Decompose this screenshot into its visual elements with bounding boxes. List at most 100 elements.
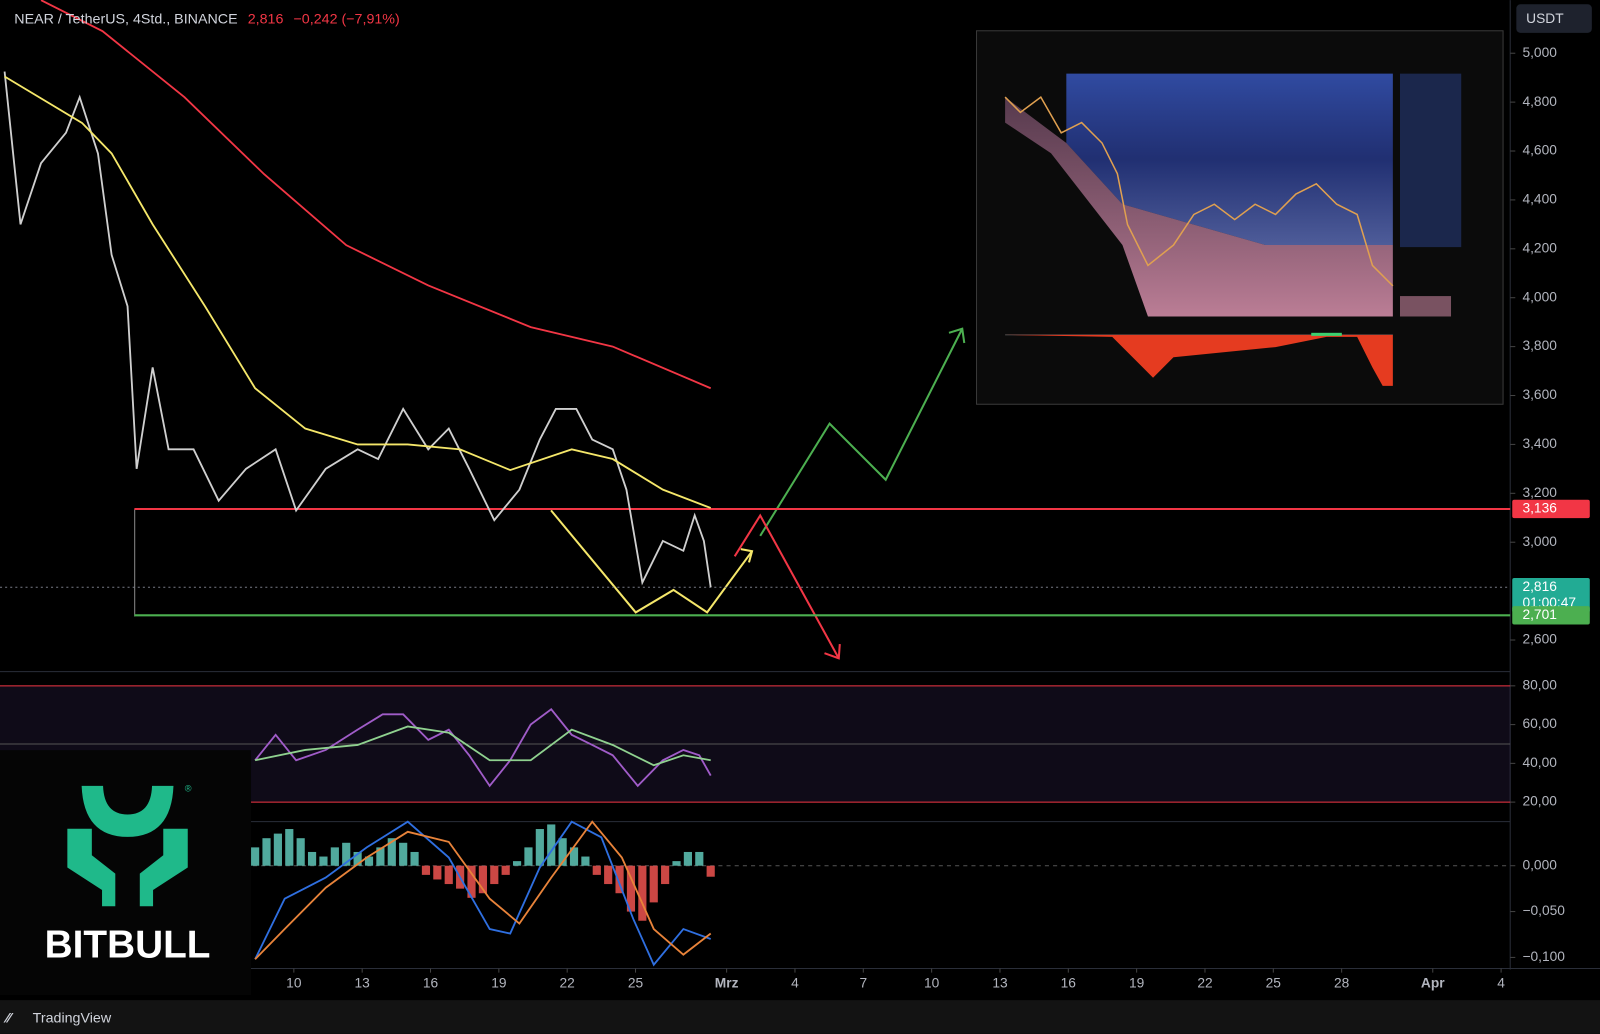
histogram-bar (683, 851, 692, 866)
y-tick-label: 3,200 (1522, 485, 1557, 500)
header-line: NEAR / TetherUS, 4Std., BINANCE 2,816 −0… (14, 11, 399, 27)
footer (0, 1000, 1600, 1034)
x-tick-label: 25 (1266, 975, 1282, 990)
y-tick-label: 4,000 (1522, 289, 1557, 304)
series-line (3, 71, 712, 588)
x-tick-label: 16 (1061, 975, 1077, 990)
y-tick-label: 40,00 (1522, 755, 1557, 770)
y-tick-label: 2,600 (1522, 632, 1557, 647)
last-price: 2,816 (248, 11, 284, 27)
histogram-bar (706, 865, 715, 877)
series-line (40, 0, 712, 390)
histogram-bar (364, 856, 374, 866)
price-label: 3,136 (1522, 501, 1557, 516)
histogram-bar (319, 856, 328, 866)
histogram-bar (592, 865, 601, 875)
histogram-bar (296, 838, 305, 866)
y-tick-label: 4,600 (1522, 143, 1557, 158)
currency[interactable]: USDT (1526, 11, 1564, 26)
histogram-bar (604, 865, 613, 885)
histogram-bar (410, 851, 419, 866)
histogram-bar (421, 865, 431, 875)
x-tick-label: 4 (1497, 975, 1505, 990)
x-tick-label: 19 (491, 975, 506, 990)
series-line (254, 820, 712, 967)
heatmap-inset (976, 30, 1504, 405)
y-tick-label: −0,100 (1522, 949, 1565, 964)
y-tick-label: 60,00 (1522, 716, 1557, 731)
currency-button[interactable] (1516, 4, 1592, 33)
histogram-bar (353, 851, 362, 866)
price-label: 2,701 (1522, 607, 1556, 622)
y-tick-label: 5,000 (1522, 45, 1557, 60)
histogram-bar (251, 847, 260, 866)
x-tick-label: Apr (1421, 975, 1445, 990)
histogram-bar (285, 829, 294, 866)
histogram-bar (569, 847, 579, 866)
series-line (254, 725, 711, 767)
price-change: −0,242 (−7,91%) (293, 11, 399, 27)
y-tick-label: 4,200 (1522, 240, 1557, 255)
histogram-bar (433, 865, 442, 880)
y-tick-label: 80,00 (1522, 677, 1557, 692)
price-label-box (1512, 606, 1590, 625)
histogram-bar (638, 865, 647, 921)
y-tick-label: −0,050 (1522, 903, 1565, 918)
price-label-box (1512, 499, 1590, 519)
histogram-bar (273, 833, 282, 866)
histogram-bar (376, 847, 385, 866)
y-tick-label: 4,400 (1522, 192, 1557, 207)
histogram-bar (387, 838, 396, 866)
logo-text: BITBULL (45, 923, 211, 966)
histogram-bar (501, 865, 510, 875)
histogram-bar (478, 865, 487, 894)
histogram-bar (626, 865, 636, 912)
histogram-bar (672, 861, 681, 866)
histogram-bar (558, 838, 567, 866)
y-tick-label: 3,800 (1522, 338, 1557, 353)
histogram-bar (342, 842, 351, 866)
histogram-bar (535, 829, 544, 866)
y-tick-label: 3,400 (1522, 436, 1557, 451)
x-tick-label: 28 (1334, 975, 1350, 990)
histogram-bar (695, 851, 704, 866)
histogram-bar (512, 861, 522, 866)
footer-text: TradingView (33, 1010, 112, 1026)
x-tick-label: 10 (924, 975, 940, 990)
x-tick-label: 4 (791, 975, 799, 990)
x-tick-label: 25 (628, 975, 644, 990)
x-tick-label: 22 (1197, 975, 1212, 990)
series-line (254, 820, 712, 960)
histogram-bar (307, 851, 317, 866)
svg-text:®: ® (185, 783, 192, 793)
histogram-bar (444, 865, 453, 885)
histogram-bar (399, 842, 408, 866)
price-label: 2,816 (1522, 579, 1557, 594)
histogram-bar (615, 865, 624, 894)
x-tick-label: Mrz (715, 975, 739, 990)
x-tick-label: 13 (355, 975, 371, 990)
x-tick-label: 10 (286, 975, 302, 990)
histogram-bar (661, 865, 670, 885)
histogram-bar (649, 865, 658, 903)
series-line (4, 75, 712, 509)
logo: ® BITBULL (0, 750, 252, 996)
histogram-bar (581, 856, 590, 866)
symbol: NEAR / TetherUS, 4Std., BINANCE (14, 11, 237, 27)
x-tick-label: 16 (423, 975, 439, 990)
x-tick-label: 19 (1129, 975, 1144, 990)
x-tick-label: 22 (560, 975, 575, 990)
x-tick-label: 7 (859, 975, 867, 990)
histogram-bar (330, 847, 339, 866)
drawings (134, 327, 966, 660)
histogram-bar (490, 865, 499, 885)
y-tick-label: 4,800 (1522, 94, 1557, 109)
histogram-bar (547, 824, 556, 866)
histogram-bar (524, 847, 533, 866)
series-line (254, 707, 712, 788)
price-label-box (1512, 578, 1590, 613)
y-tick-label: 0,000 (1522, 857, 1557, 872)
y-tick-label: 3,600 (1522, 387, 1557, 402)
